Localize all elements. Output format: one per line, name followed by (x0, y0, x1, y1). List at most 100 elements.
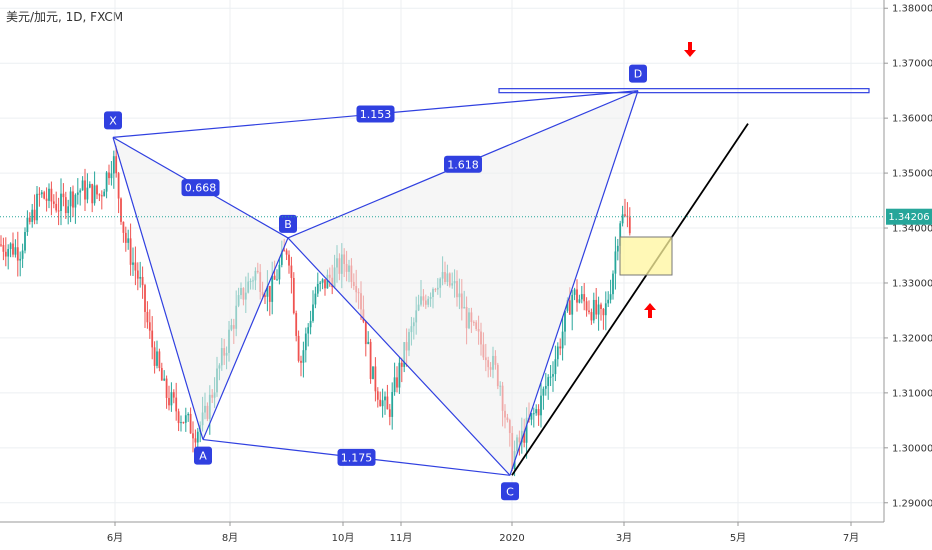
candle-body (312, 304, 314, 321)
pattern-point-label-box (629, 64, 647, 83)
candle-body (552, 374, 554, 377)
x-tick-label: 11月 (390, 532, 413, 544)
ratio-label-box (337, 448, 376, 466)
candle-body (290, 265, 293, 278)
candle-body (36, 193, 38, 221)
candle-body (57, 210, 60, 212)
candle-body (0, 244, 2, 246)
current-price-tag (886, 208, 932, 225)
candle-body (76, 192, 79, 195)
candle-body (7, 248, 10, 257)
candle-body (304, 333, 307, 351)
candle-body (21, 250, 24, 259)
candle-body (182, 422, 185, 424)
x-tick-label: 8月 (222, 532, 238, 544)
candle-body (196, 431, 199, 443)
candle-body (141, 276, 144, 286)
candle-body (364, 321, 367, 345)
y-tick-label: 1.34000 (892, 224, 932, 235)
candle-body (612, 273, 614, 295)
ratio-label: 1.153 (360, 108, 392, 121)
candle-body (379, 399, 382, 407)
candle-body (180, 422, 182, 424)
candle-body (12, 243, 14, 255)
candle-body (578, 299, 581, 303)
candle-body (271, 275, 274, 302)
key-level-zone (498, 88, 870, 94)
candle-body (79, 190, 82, 193)
x-tick-label: 2020 (499, 533, 524, 544)
candle-body (86, 187, 89, 200)
candle-body (62, 193, 65, 198)
y-tick-label: 1.31000 (892, 388, 932, 399)
candle-body (105, 172, 108, 192)
candle-body (530, 413, 533, 420)
candle-body (542, 388, 545, 396)
candle-body (139, 276, 142, 279)
candle-body (33, 209, 36, 221)
candle-body (88, 184, 91, 188)
candle-body (50, 188, 53, 202)
candle-body (568, 300, 571, 315)
candle-body (136, 270, 139, 279)
candle-body (177, 411, 180, 424)
candle-body (43, 192, 46, 199)
candle-body (388, 409, 391, 417)
pattern-point-label-box (194, 446, 212, 465)
candle-body (280, 250, 283, 265)
candle-body (288, 254, 290, 266)
candle-body (67, 206, 70, 214)
pattern-leg-xa (112, 137, 204, 440)
candle-body (129, 238, 132, 265)
ratio-label: 0.668 (185, 182, 217, 195)
candle-body (614, 251, 617, 274)
pattern-point-label-box (104, 111, 122, 130)
candle-body (110, 173, 113, 179)
candle-body (31, 209, 34, 222)
candle-body (386, 396, 389, 410)
candle-body (24, 232, 26, 251)
candle-body (384, 396, 386, 401)
candle-body (549, 376, 552, 378)
candle-body (564, 310, 566, 332)
pattern-leg-cd (509, 90, 639, 476)
candle-body (112, 156, 115, 174)
candle-body (117, 173, 120, 199)
candle-body (621, 214, 624, 224)
candle-body (187, 413, 190, 416)
candle-body (175, 397, 178, 412)
buy-arrow-icon (644, 303, 656, 318)
candle-body (163, 378, 166, 381)
candle-body (554, 359, 557, 375)
x-tick-label: 5月 (730, 532, 746, 544)
candle-body (84, 180, 86, 200)
candle-body (115, 156, 118, 174)
pattern-point-label: C (506, 485, 514, 498)
candle-body (160, 367, 163, 381)
candle-body (189, 413, 192, 434)
candle-body (583, 294, 586, 302)
candle-body (540, 395, 542, 416)
candle-body (184, 415, 187, 423)
candle-body (148, 322, 151, 331)
candle-body (165, 378, 168, 398)
candle-body (38, 193, 41, 195)
candle-body (525, 417, 528, 443)
candle-body (19, 258, 22, 261)
support-box (619, 236, 673, 276)
candle-body (91, 184, 94, 204)
candle-body (547, 377, 550, 387)
candle-body (537, 409, 540, 416)
ratio-label-box (181, 179, 220, 197)
candle-body (268, 285, 271, 302)
candle-body (266, 285, 269, 297)
candle-body (292, 277, 295, 314)
candle-body (595, 299, 598, 315)
candle-body (324, 279, 326, 289)
candle-body (156, 351, 158, 366)
candle-body (40, 192, 43, 195)
candle-body (566, 300, 569, 311)
candle-body (372, 366, 374, 379)
